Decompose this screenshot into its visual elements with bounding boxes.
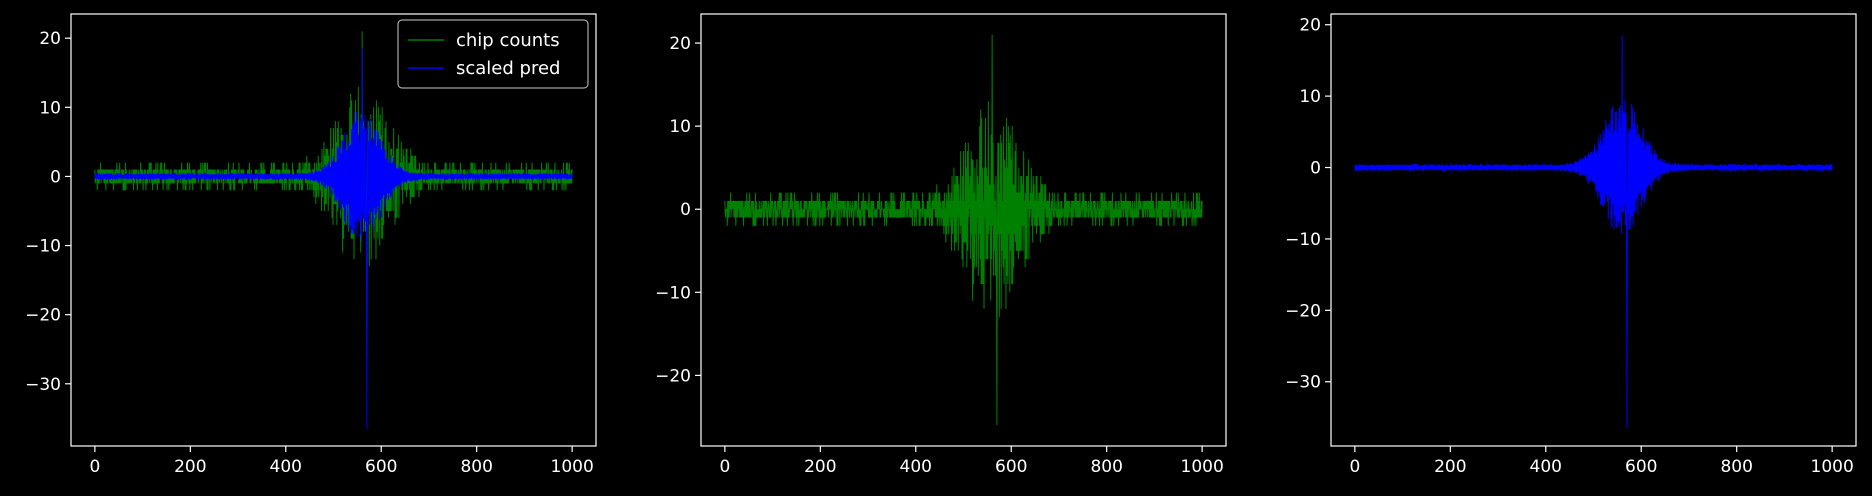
y-tick-label: −30 [1285,373,1321,393]
y-tick-label: −10 [655,283,691,303]
y-tick-label: −30 [25,375,61,395]
x-tick-label: 200 [804,457,836,477]
x-tick-label: 0 [1349,457,1360,477]
y-tick-label: −10 [1285,230,1321,250]
y-tick-label: 10 [39,98,61,118]
x-tick-label: 800 [460,457,492,477]
y-tick-label: −20 [1285,301,1321,321]
x-tick-label: 1000 [1181,457,1224,477]
x-tick-label: 400 [270,457,302,477]
x-tick-label: 600 [1625,457,1657,477]
axes-frame [700,13,1227,447]
y-tick-label: 10 [669,117,691,137]
x-tick-label: 1000 [551,457,594,477]
chart-panel-1: 0 200 400 600 800 1000 −30 −20 −10 0 10 20 chip coun… [25,13,597,477]
x-tick-label: 600 [365,457,397,477]
y-tick-label: 20 [669,34,691,54]
x-tick-label: 0 [89,457,100,477]
x-tick-label: 600 [995,457,1027,477]
x-tick-label: 200 [1434,457,1466,477]
x-tick-label: 200 [174,457,206,477]
y-tick-label: −20 [655,366,691,386]
legend: chip counts scaled pred [397,19,589,89]
plot-area [1331,14,1856,446]
legend-box [397,19,589,89]
legend-entry-label: chip counts [456,30,560,51]
axes-frame [1330,13,1857,447]
y-tick-label: 20 [1299,16,1321,36]
x-tick-label: 1000 [1811,457,1854,477]
y-tick-label: 0 [680,200,691,220]
x-tick-label: 400 [1530,457,1562,477]
series-line-blue [1354,35,1833,429]
series-line-green [724,34,1203,426]
chart-panel-2: 0 200 400 600 800 1000 −20 −10 0 10 20 [655,13,1227,477]
axes-frame [70,13,597,447]
y-tick-label: 0 [1310,159,1321,179]
x-tick-label: 0 [719,457,730,477]
y-tick-label: 0 [50,167,61,187]
legend-entry-label: scaled pred [456,58,560,79]
y-tick-label: 20 [39,29,61,49]
x-tick-label: 400 [900,457,932,477]
series-line-scaled-pred [94,48,573,429]
y-tick-label: −20 [25,306,61,326]
x-tick-label: 800 [1090,457,1122,477]
chart-panel-3: 0 200 400 600 800 1000 −30 −20 −10 0 10 20 [1285,13,1857,477]
y-tick-label: −10 [25,237,61,257]
x-tick-label: 800 [1720,457,1752,477]
y-tick-label: 10 [1299,87,1321,107]
